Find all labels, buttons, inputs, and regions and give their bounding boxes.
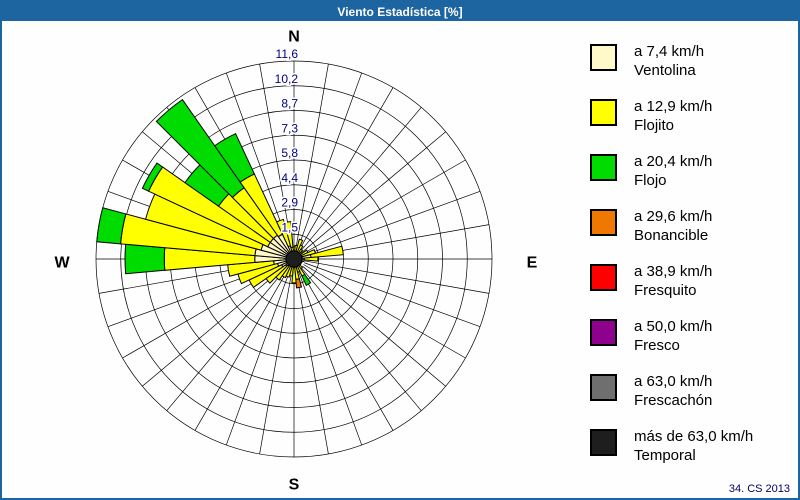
legend-item: a 63,0 km/h Frescachón — [590, 372, 790, 410]
compass-label: W — [54, 255, 70, 272]
window-title: Viento Estadística [%] — [337, 4, 463, 19]
radial-tick-label: 2,9 — [281, 196, 298, 210]
legend-speed: a 12,9 km/h — [634, 98, 713, 115]
legend-class-name: Ventolina — [634, 62, 696, 79]
grid-spoke — [295, 269, 329, 455]
legend-class-name: Flojito — [634, 117, 675, 134]
grid-spoke — [299, 87, 394, 250]
legend-swatch-flojito — [590, 99, 617, 126]
petal-segment — [155, 98, 245, 199]
wind-rose-chart: N E S W 1,5 2,9 4,4 5,8 7,3 8,7 10,2 11,6 — [2, 21, 798, 498]
petal-segment — [301, 273, 312, 286]
legend-swatch-frescachón — [590, 374, 617, 401]
legend-speed: a 38,9 km/h — [634, 263, 713, 280]
compass-label: N — [288, 29, 300, 46]
legend-item: a 20,4 km/h Flojo — [590, 152, 790, 190]
radial-tick-label: 7,3 — [281, 121, 298, 135]
legend: a 7,4 km/h Ventolina a 12,9 km/h Flojito a 2… — [590, 42, 790, 484]
title-bar: Viento Estadística [%] — [2, 2, 798, 21]
legend-item: a 38,9 km/h Fresquito — [590, 262, 790, 300]
center-dot — [285, 250, 303, 268]
radial-tick-label: 1,5 — [281, 220, 298, 234]
legend-label: a 50,0 km/h Fresco — [634, 317, 712, 355]
petal-segment — [276, 218, 292, 248]
grid-spoke — [297, 269, 363, 446]
legend-swatch-temporal — [590, 429, 617, 456]
grid-spoke — [302, 131, 446, 253]
legend-item: a 29,6 km/h Bonancible — [590, 207, 790, 245]
petal-segment — [303, 256, 319, 262]
legend-speed: a 50,0 km/h — [634, 318, 713, 335]
legend-swatch-bonancible — [590, 209, 617, 236]
compass-label: E — [527, 255, 538, 272]
petal-segment — [309, 245, 344, 259]
legend-label: a 29,6 km/h Bonancible — [634, 207, 712, 245]
legend-label: a 12,9 km/h Flojito — [634, 97, 712, 135]
grid-spoke — [303, 159, 466, 254]
legend-item: a 12,9 km/h Flojito — [590, 97, 790, 135]
petal-segment — [295, 278, 303, 289]
petal-segment — [124, 243, 166, 275]
legend-swatch-ventolina — [590, 44, 617, 71]
grid-spoke — [225, 72, 291, 249]
legend-speed: a 7,4 km/h — [634, 43, 705, 60]
grid-spoke — [295, 63, 329, 249]
grid-spoke — [303, 264, 466, 359]
legend-speed: a 29,6 km/h — [634, 208, 713, 225]
legend-class-name: Flojo — [634, 172, 667, 189]
grid-spoke — [259, 63, 293, 249]
radial-tick-label: 4,4 — [281, 171, 298, 185]
legend-swatch-fresco — [590, 319, 617, 346]
legend-speed: a 20,4 km/h — [634, 153, 713, 170]
legend-class-name: Bonancible — [634, 227, 709, 244]
grid-spoke — [300, 267, 422, 411]
petal-segment — [96, 207, 127, 245]
compass-label: S — [289, 477, 300, 494]
radial-tick-label: 11,6 — [276, 47, 299, 61]
legend-swatch-fresquito — [590, 264, 617, 291]
legend-swatch-flojo — [590, 154, 617, 181]
wind-rose-svg: N E S W 1,5 2,9 4,4 5,8 7,3 8,7 10,2 11,6 — [54, 29, 538, 494]
grid-spoke — [142, 265, 286, 387]
legend-label: a 7,4 km/h Ventolina — [634, 42, 704, 80]
legend-class-name: Frescachón — [634, 392, 713, 409]
legend-label: más de 63,0 km/h Temporal — [634, 427, 753, 465]
legend-item: a 7,4 km/h Ventolina — [590, 42, 790, 80]
petal-segment — [283, 221, 294, 249]
legend-item: más de 63,0 km/h Temporal — [590, 427, 790, 465]
grid-spoke — [304, 262, 481, 328]
radial-tick-label: 5,8 — [281, 146, 298, 160]
grid-spoke — [299, 268, 394, 431]
petal-segment — [214, 133, 255, 183]
grid-spoke — [304, 190, 481, 256]
grid-spoke — [297, 72, 363, 249]
legend-item: a 50,0 km/h Fresco — [590, 317, 790, 355]
grid-spoke — [225, 269, 291, 446]
legend-label: a 38,9 km/h Fresquito — [634, 262, 712, 300]
radial-tick-label: 8,7 — [281, 97, 298, 111]
legend-label: a 20,4 km/h Flojo — [634, 152, 712, 190]
grid-spoke — [194, 268, 289, 431]
petal-segment — [141, 162, 164, 192]
grid-spoke — [166, 267, 288, 411]
grid-spoke — [259, 269, 293, 455]
legend-label: a 63,0 km/h Frescachón — [634, 372, 712, 410]
grid-spoke — [302, 265, 446, 387]
grid-spoke — [304, 260, 490, 294]
legend-class-name: Fresco — [634, 337, 680, 354]
legend-speed: más de 63,0 km/h — [634, 428, 754, 445]
radial-tick-label: 10,2 — [275, 72, 299, 86]
legend-class-name: Fresquito — [634, 282, 697, 299]
legend-class-name: Temporal — [634, 447, 696, 464]
legend-speed: a 63,0 km/h — [634, 373, 713, 390]
footer-note: 34. CS 2013 — [728, 483, 790, 495]
grid-spoke — [300, 107, 422, 251]
